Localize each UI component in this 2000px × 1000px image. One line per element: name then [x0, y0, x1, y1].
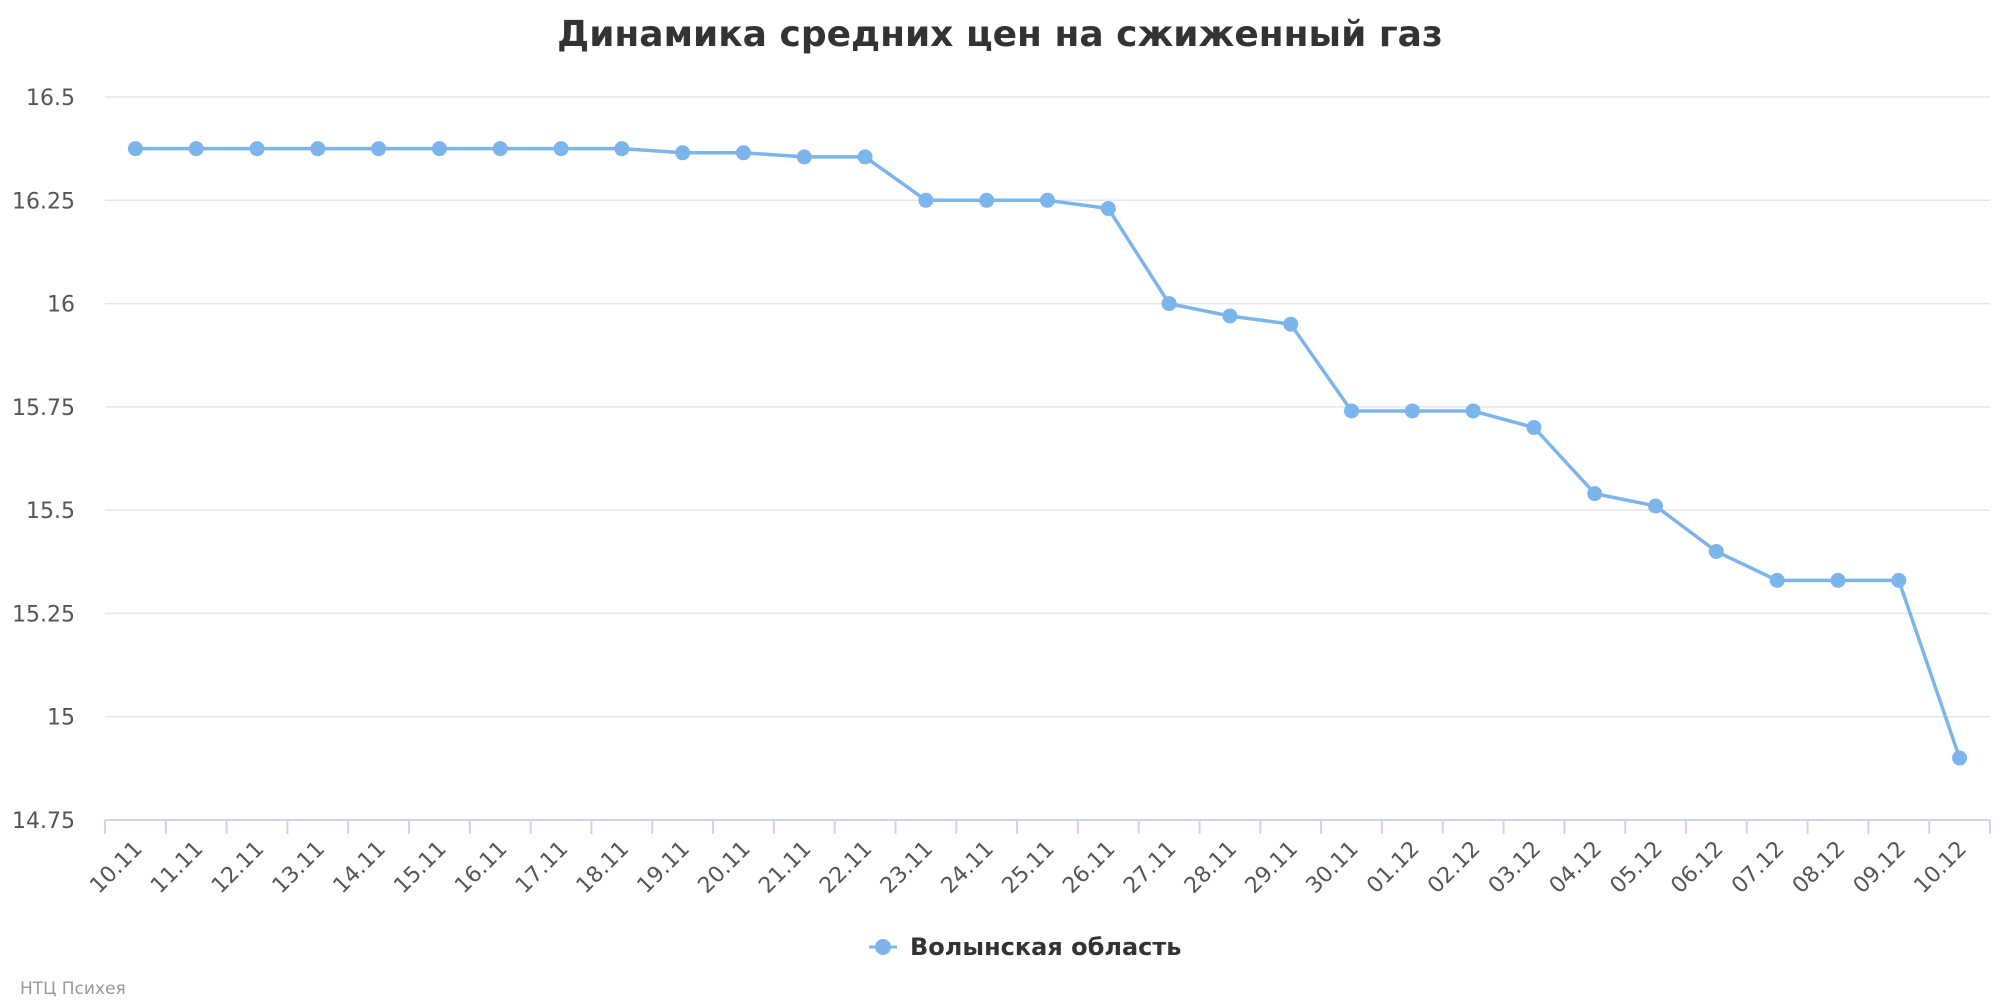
data-point[interactable] [249, 141, 265, 157]
data-point[interactable] [1161, 296, 1177, 312]
data-point[interactable] [1952, 750, 1968, 766]
data-point[interactable] [1526, 420, 1542, 436]
x-tick-label: 10.11 [85, 837, 147, 899]
data-point[interactable] [1648, 498, 1664, 514]
y-tick-label: 15.75 [12, 396, 75, 421]
x-tick-label: 10.12 [1910, 837, 1972, 899]
data-point[interactable] [492, 141, 508, 157]
data-point[interactable] [1283, 316, 1299, 332]
chart-title: Динамика средних цен на сжиженный газ [557, 14, 1443, 55]
y-tick-label: 16.25 [12, 189, 75, 214]
legend[interactable]: Волынская область [869, 933, 1181, 961]
data-point[interactable] [371, 141, 387, 157]
y-tick-label: 16 [47, 293, 75, 318]
data-point[interactable] [1222, 308, 1238, 324]
y-tick-label: 14.75 [12, 809, 75, 834]
data-point[interactable] [735, 145, 751, 161]
data-point[interactable] [1830, 572, 1846, 588]
data-point[interactable] [1465, 403, 1481, 419]
data-point[interactable] [1587, 486, 1603, 502]
x-tick-label: 28.11 [1180, 837, 1242, 899]
legend-dot-marker [875, 939, 891, 955]
y-tick-label: 15.5 [26, 499, 75, 524]
x-tick-label: 09.12 [1849, 837, 1911, 899]
x-tick-label: 11.11 [146, 837, 208, 899]
data-point[interactable] [796, 149, 812, 165]
x-tick-label: 25.11 [998, 837, 1060, 899]
x-tick-label: 13.11 [268, 837, 330, 899]
data-point[interactable] [1708, 543, 1724, 559]
legend-item-volyn[interactable]: Волынская область [910, 933, 1181, 961]
x-tick-label: 21.11 [754, 837, 816, 899]
x-tick-label: 03.12 [1484, 837, 1546, 899]
x-tick-label: 24.11 [937, 837, 999, 899]
data-point[interactable] [1344, 403, 1360, 419]
x-tick-label: 16.11 [450, 837, 512, 899]
y-tick-label: 16.5 [26, 86, 75, 111]
data-point[interactable] [310, 141, 326, 157]
x-tick-label: 07.12 [1727, 837, 1789, 899]
x-tick-label: 18.11 [572, 837, 634, 899]
x-tick-label: 12.11 [207, 837, 269, 899]
data-point[interactable] [918, 192, 934, 208]
series-volyn[interactable] [127, 141, 1968, 766]
x-tick-label: 19.11 [633, 837, 695, 899]
x-tick-label: 08.12 [1788, 837, 1850, 899]
x-tick-label: 15.11 [389, 837, 451, 899]
credits-text[interactable]: НТЦ Психея [20, 979, 126, 999]
y-axis: 14.75 15 15.25 15.5 15.75 16 16.25 16.5 [12, 86, 75, 834]
x-axis: 10.1111.1112.1113.1114.1115.1116.1117.11… [85, 819, 1991, 899]
x-tick-label: 04.12 [1545, 837, 1607, 899]
x-tick-label: 23.11 [876, 837, 938, 899]
x-tick-label: 27.11 [1119, 837, 1181, 899]
x-tick-label: 01.12 [1362, 837, 1424, 899]
data-point[interactable] [675, 145, 691, 161]
x-tick-label: 30.11 [1302, 837, 1364, 899]
data-point[interactable] [614, 141, 630, 157]
data-point[interactable] [1769, 572, 1785, 588]
x-tick-label: 20.11 [693, 837, 755, 899]
series-line[interactable] [133, 146, 1962, 760]
data-point[interactable] [188, 141, 204, 157]
data-point[interactable] [1891, 572, 1907, 588]
y-tick-label: 15 [47, 706, 75, 731]
x-tick-label: 22.11 [815, 837, 877, 899]
data-point[interactable] [979, 192, 995, 208]
x-tick-label: 05.12 [1606, 837, 1668, 899]
x-tick-label: 29.11 [1241, 837, 1303, 899]
data-point[interactable] [1040, 192, 1055, 208]
data-point[interactable] [431, 141, 447, 157]
x-tick-label: 26.11 [1058, 837, 1120, 899]
data-point[interactable] [553, 141, 569, 157]
x-tick-label: 17.11 [511, 837, 573, 899]
grid-lines [105, 96, 1990, 718]
y-tick-label: 15.25 [12, 602, 75, 627]
x-tick-label: 06.12 [1666, 837, 1728, 899]
data-point[interactable] [1404, 403, 1420, 419]
data-point[interactable] [1100, 201, 1116, 217]
x-tick-label: 14.11 [329, 837, 391, 899]
x-tick-label: 02.12 [1423, 837, 1485, 899]
data-point[interactable] [127, 141, 143, 157]
data-point[interactable] [857, 149, 873, 165]
